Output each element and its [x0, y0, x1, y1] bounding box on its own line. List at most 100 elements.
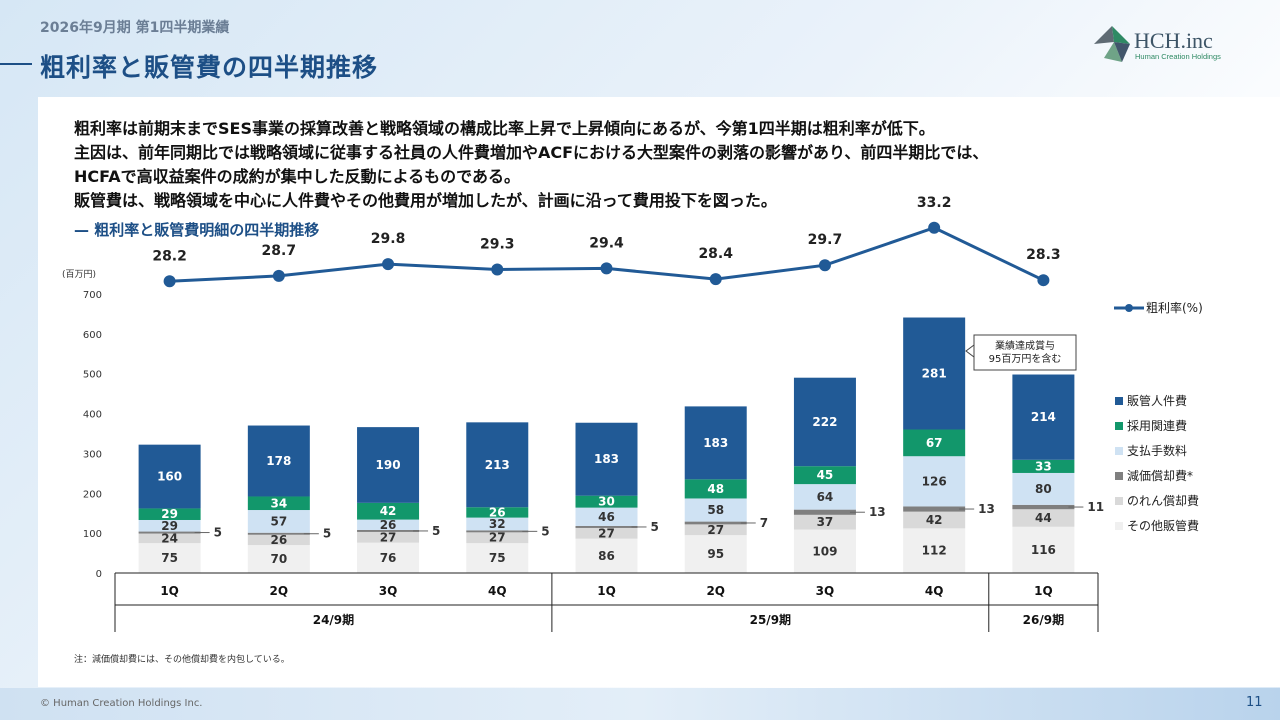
data-label: 26 — [489, 505, 506, 519]
margin-label: 29.4 — [589, 235, 624, 251]
data-label: 27 — [707, 523, 724, 537]
bar-segment — [793, 484, 856, 510]
data-label: 26 — [270, 533, 287, 547]
data-label: 13 — [978, 502, 995, 516]
bar-segment — [1012, 472, 1075, 505]
data-label: 42 — [380, 504, 397, 518]
data-label: 30 — [598, 495, 615, 509]
title-rule — [0, 63, 32, 65]
logo-name: HCH.inc — [1134, 28, 1213, 53]
data-label: 5 — [323, 527, 331, 541]
bar-segment — [138, 508, 201, 520]
data-label: 213 — [485, 458, 510, 472]
bar-segment — [793, 509, 856, 515]
y-tick-label: 200 — [83, 489, 102, 500]
margin-label: 29.8 — [371, 231, 406, 247]
data-label: 178 — [266, 454, 291, 468]
hch-leaf-logo-icon — [1094, 26, 1130, 62]
data-label: 80 — [1035, 482, 1052, 496]
y-tick-label: 700 — [83, 290, 102, 301]
annotation-text: 95百万円を含む — [989, 352, 1062, 365]
data-label: 86 — [598, 549, 615, 563]
data-label: 27 — [380, 530, 397, 544]
y-tick-label: 0 — [96, 569, 102, 580]
data-label: 160 — [157, 470, 182, 484]
bar-segment — [684, 498, 747, 522]
bar-segment — [903, 429, 966, 457]
data-label: 75 — [161, 551, 178, 565]
bar-segment — [138, 531, 201, 534]
footer-bar — [0, 688, 1280, 720]
bar-segment — [575, 495, 638, 508]
bar-segment — [357, 519, 420, 530]
margin-label: 28.2 — [152, 248, 187, 264]
fiscal-period-label: 2026年9月期 第1四半期業績 — [40, 20, 230, 36]
data-label: 126 — [922, 474, 947, 488]
legend-swatch — [1115, 497, 1123, 505]
margin-point — [382, 258, 395, 271]
data-label: 27 — [598, 526, 615, 540]
legend-swatch — [1115, 422, 1123, 430]
copyright: © Human Creation Holdings Inc. — [40, 698, 203, 709]
y-axis-unit: (百万円) — [62, 269, 96, 280]
annotation-pointer — [965, 344, 975, 358]
bar-segment — [684, 535, 747, 573]
bar-segment — [793, 529, 856, 573]
bar-segment — [903, 506, 966, 512]
bar-segment — [1012, 374, 1075, 460]
data-label: 48 — [707, 482, 724, 496]
summary-line: 販管費は、戦略領域を中心に人件費やその他費用が増加したが、計画に沿って費用投下を… — [74, 191, 777, 210]
y-tick-label: 100 — [83, 529, 102, 540]
data-label: 222 — [812, 415, 837, 429]
margin-point — [928, 221, 941, 234]
bar-segment — [138, 533, 201, 544]
group-label: 25/9期 — [750, 612, 791, 627]
data-label: 29 — [161, 507, 178, 521]
section-title: — 粗利率と販管費明細の四半期推移 — [74, 221, 320, 239]
x-tick-label: 4Q — [488, 584, 507, 598]
data-label: 58 — [707, 503, 724, 517]
data-label: 34 — [270, 496, 287, 510]
bar-segment — [575, 538, 638, 573]
data-label: 5 — [214, 526, 222, 540]
bar-segment — [466, 517, 529, 531]
data-label: 13 — [869, 505, 886, 519]
data-label: 95 — [707, 547, 724, 561]
data-label: 37 — [817, 515, 834, 529]
x-tick-label: 1Q — [1034, 584, 1053, 598]
data-label: 27 — [489, 531, 506, 545]
legend-label: その他販管費 — [1127, 518, 1199, 533]
bar-segment — [138, 543, 201, 573]
data-label: 5 — [651, 520, 659, 534]
bar-segment — [575, 507, 638, 526]
x-tick-label: 1Q — [597, 584, 616, 598]
data-label: 26 — [380, 518, 397, 532]
company-logo: HCH.inc Human Creation Holdings — [1094, 26, 1221, 62]
logo-subtitle: Human Creation Holdings — [1135, 52, 1221, 61]
x-tick-label: 4Q — [925, 584, 944, 598]
bar-segment — [903, 317, 966, 430]
bar-segment — [247, 545, 310, 573]
data-label: 57 — [270, 514, 287, 528]
legend-label: 粗利率(%) — [1146, 300, 1203, 315]
bar-segment — [466, 530, 529, 533]
data-label: 64 — [817, 490, 834, 504]
bar-segment — [903, 456, 966, 507]
y-tick-label: 600 — [83, 330, 102, 341]
margin-point — [818, 259, 831, 272]
bar-segment — [357, 427, 420, 503]
margin-label: 33.2 — [917, 195, 952, 211]
legend-swatch — [1115, 522, 1123, 530]
legend-line-marker — [1125, 304, 1133, 312]
bar-segment — [1012, 509, 1075, 527]
data-label: 45 — [817, 468, 834, 482]
bar-segment — [1012, 504, 1075, 510]
y-tick-label: 300 — [83, 449, 102, 460]
margin-point — [709, 273, 722, 286]
data-label: 70 — [270, 552, 287, 566]
legend-label: 減価償却費* — [1127, 468, 1193, 483]
legend-label: 販管人件費 — [1127, 393, 1187, 408]
data-label: 67 — [926, 436, 943, 450]
group-label: 26/9期 — [1023, 612, 1064, 627]
footnote: 注：減価償却費には、その他償却費を内包している。 — [74, 655, 290, 665]
